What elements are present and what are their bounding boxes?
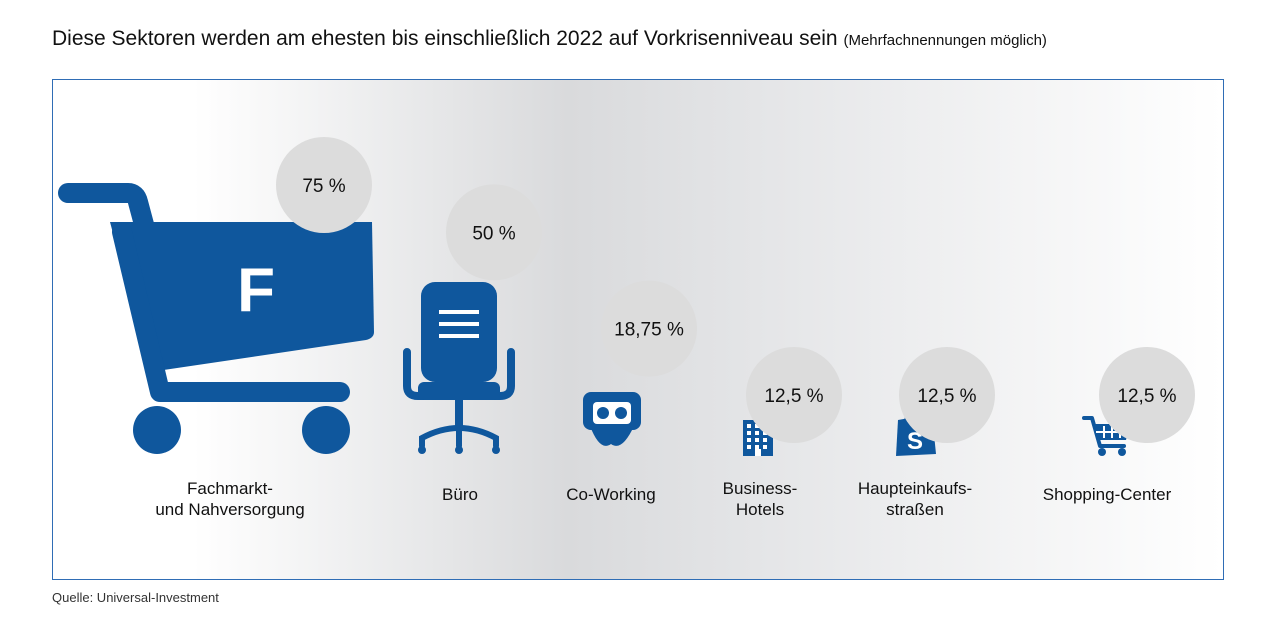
category-label-line: straßen [886,500,944,519]
shopping-cart-small-icon [1082,416,1130,456]
cart-wheel-left [133,406,181,454]
category-label: Co-Working [566,485,655,504]
value-bubble: 18,75 % [601,280,697,377]
bubble-circle [276,137,372,233]
category-label-line: Hotels [736,500,784,519]
category-label: Fachmarkt-und Nahversorgung [155,479,304,519]
bubble-circle [899,347,995,443]
category-label-line: Shopping-Center [1043,485,1172,504]
value-bubble: 75 % [276,137,372,233]
category-label: Shopping-Center [1043,485,1172,504]
category-label: Haupteinkaufs-straßen [858,479,972,519]
category-label-line: Haupteinkaufs- [858,479,972,498]
value-bubble: 50 % [446,184,542,281]
svg-text:S: S [907,428,923,455]
value-label: 12,5 % [764,386,823,407]
shopping-cart-icon: F [58,183,374,454]
value-label: 75 % [302,176,345,197]
cart-basket [110,222,374,372]
bubble-circle [1099,347,1195,443]
title-main: Diese Sektoren werden am ehesten bis ein… [52,27,838,50]
bubble-circle [746,347,842,443]
cart-letter: F [237,256,275,325]
category-label-line: Büro [442,485,478,504]
bubble-circle [601,280,697,377]
category-label-line: Fachmarkt- [187,479,273,498]
value-label: 18,75 % [614,320,684,341]
category-label: Business- Hotels [723,479,798,519]
bubble-circle [446,184,542,281]
chair-seat [418,382,500,400]
source-note: Quelle: Universal-Investment [52,590,219,605]
coworking-icon [583,392,641,446]
value-label: 12,5 % [917,386,976,407]
chair-back [421,282,497,382]
category-label: Büro [442,485,478,504]
value-bubble: 12,5 % [1099,347,1195,443]
office-chair-icon [403,282,515,454]
value-label: 12,5 % [1117,386,1176,407]
value-bubble: 12,5 % [746,347,842,443]
category-label-line: Co-Working [566,485,655,504]
title-note: (Mehrfachnennungen möglich) [843,32,1047,49]
category-label-line: Business- [723,479,798,498]
value-bubble: 12,5 % [899,347,995,443]
cart-wheel-right [302,406,350,454]
category-label-line: und Nahversorgung [155,500,304,519]
value-label: 50 % [472,223,515,244]
chart-title: Diese Sektoren werden am ehesten bis ein… [52,27,1047,51]
